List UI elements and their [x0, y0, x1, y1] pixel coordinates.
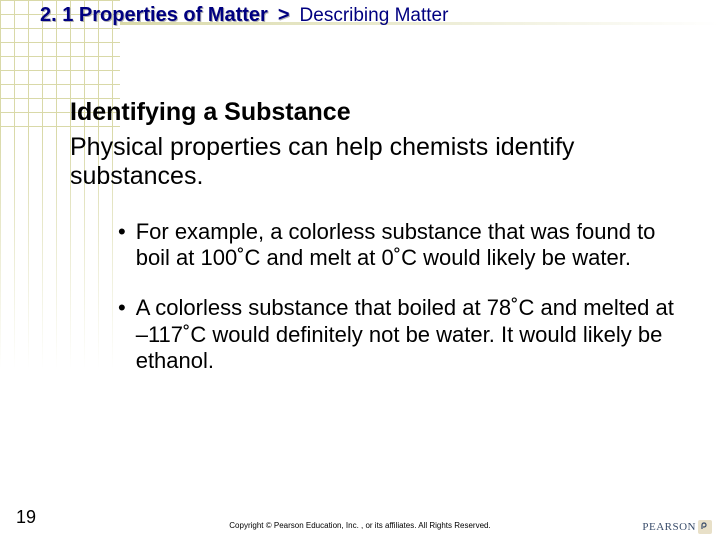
logo-text: PEARSON: [642, 521, 696, 533]
bullet-list: •For example, a colorless substance that…: [118, 219, 680, 375]
chevron-icon: >: [278, 4, 290, 27]
pearson-logo: PEARSON: [642, 520, 712, 534]
body-paragraph: Physical properties can help chemists id…: [70, 133, 680, 191]
bullet-item: •For example, a colorless substance that…: [118, 219, 680, 272]
section-heading: Identifying a Substance: [70, 98, 680, 127]
copyright-text: Copyright © Pearson Education, Inc. , or…: [0, 521, 720, 530]
logo-mark-icon: [698, 520, 712, 534]
bullet-item: •A colorless substance that boiled at 78…: [118, 295, 680, 374]
slide-content: Identifying a Substance Physical propert…: [70, 98, 680, 398]
slide-subtitle: Describing Matter: [300, 5, 449, 27]
slide-header: 2. 1 Properties of Matter > Describing M…: [40, 4, 710, 44]
chapter-title: 2. 1 Properties of Matter: [40, 4, 268, 27]
